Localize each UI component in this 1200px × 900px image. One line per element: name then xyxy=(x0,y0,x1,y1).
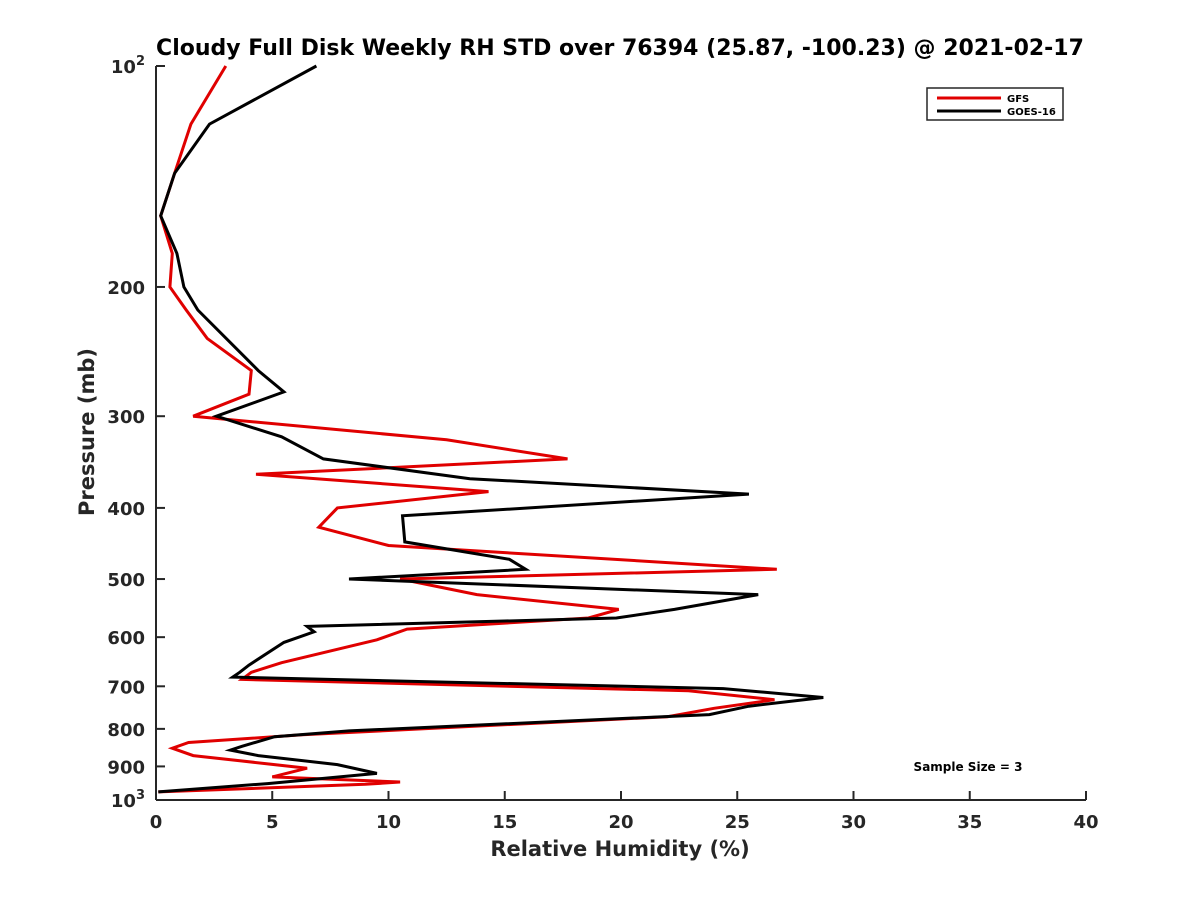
x-tick-label: 20 xyxy=(608,812,633,833)
series-line-gfs xyxy=(158,65,777,794)
y-tick-label: 102 xyxy=(111,54,145,78)
series-line-goes-16 xyxy=(158,64,824,794)
x-tick-label: 5 xyxy=(266,812,279,833)
x-tick-label: 40 xyxy=(1073,812,1098,833)
legend: GFS GOES-16 xyxy=(926,87,1064,121)
y-tick-label: 400 xyxy=(107,499,145,520)
legend-box xyxy=(926,87,1064,121)
sample-size-annotation: Sample Size = 3 xyxy=(914,760,1023,774)
y-tick-label: 900 xyxy=(107,757,145,778)
y-axis-label: Pressure (mb) xyxy=(75,348,99,516)
x-tick-label: 30 xyxy=(841,812,866,833)
y-tick-label: 103 xyxy=(111,788,145,812)
x-axis-label: Relative Humidity (%) xyxy=(490,837,749,861)
y-tick-label: 800 xyxy=(107,720,145,741)
y-tick-label: 700 xyxy=(107,677,145,698)
y-tick-label: 300 xyxy=(107,407,145,428)
y-tick-label: 200 xyxy=(107,278,145,299)
x-tick-label: 10 xyxy=(376,812,401,833)
x-tick-label: 0 xyxy=(150,812,163,833)
legend-label-gfs: GFS xyxy=(1007,94,1029,105)
x-tick-label: 35 xyxy=(957,812,982,833)
x-tick-label: 15 xyxy=(492,812,517,833)
y-tick-label: 600 xyxy=(107,628,145,649)
plot-area: 0 5 10 15 20 25 30 35 40 102 200 300 400 500 600 700 800… xyxy=(107,54,1098,833)
y-tick-label: 500 xyxy=(107,570,145,591)
x-tick-label: 25 xyxy=(725,812,750,833)
legend-label-goes-16: GOES-16 xyxy=(1007,107,1056,118)
chart-title: Cloudy Full Disk Weekly RH STD over 7639… xyxy=(156,36,1084,61)
